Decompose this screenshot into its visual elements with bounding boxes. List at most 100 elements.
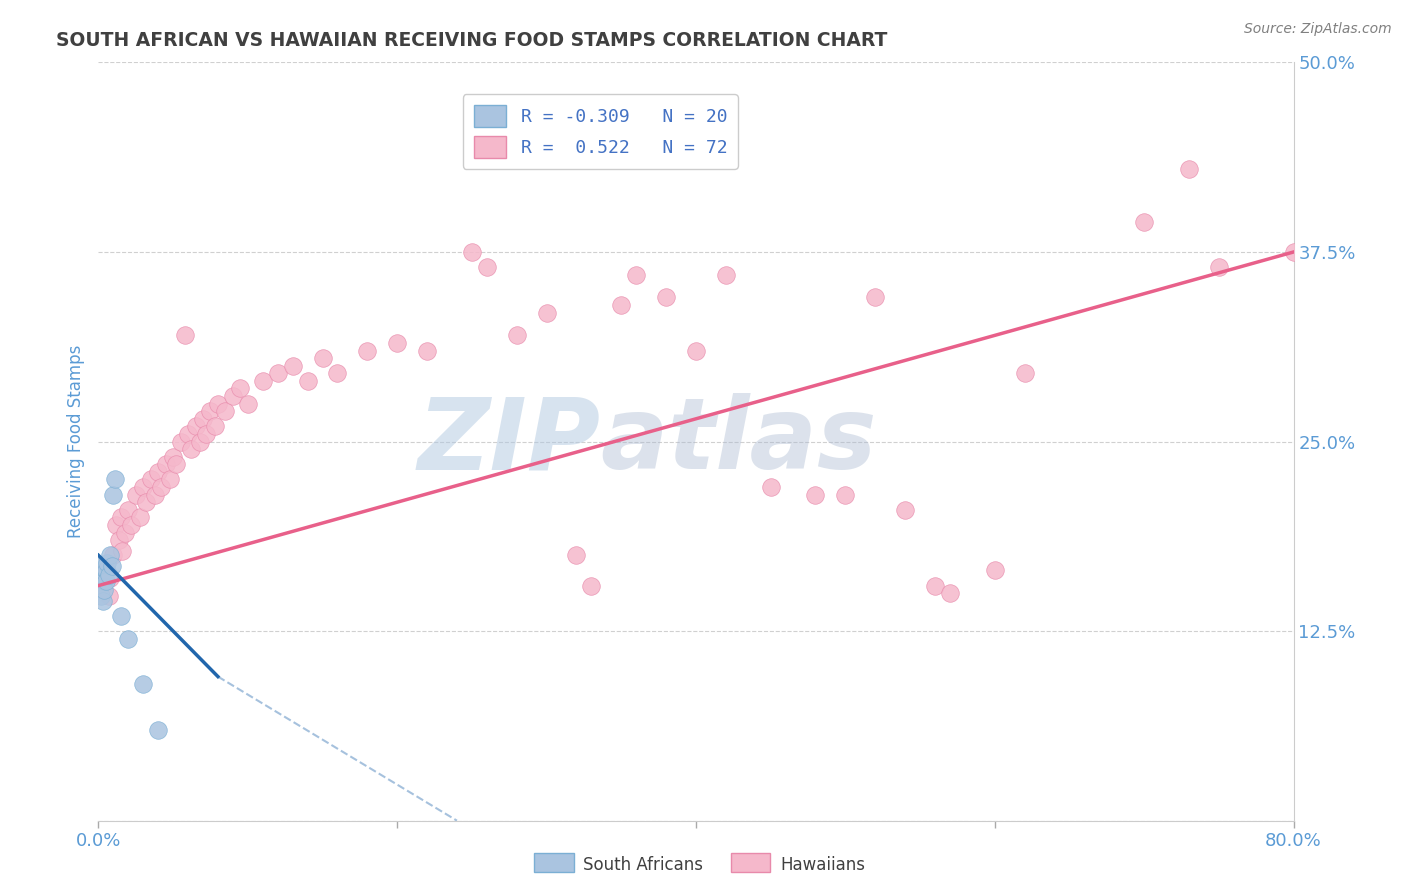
Point [939, 586, 962, 600]
Point [114, 525, 136, 540]
Point [177, 427, 200, 442]
Point [132, 677, 155, 691]
Point [356, 343, 378, 358]
Point [94, 574, 117, 588]
Point [188, 434, 211, 449]
Point [581, 579, 603, 593]
Point [139, 473, 162, 487]
Point [94, 564, 117, 578]
Point [91, 579, 114, 593]
Point [195, 427, 218, 442]
Point [101, 558, 124, 573]
Point [150, 480, 173, 494]
Point [94, 564, 117, 578]
Point [98, 548, 122, 563]
Point [104, 473, 127, 487]
Point [655, 291, 678, 305]
Text: atlas: atlas [600, 393, 877, 490]
Point [90, 589, 112, 603]
Point [159, 473, 181, 487]
Point [110, 510, 132, 524]
Point [93, 574, 115, 588]
Point [204, 419, 226, 434]
Point [252, 374, 274, 388]
Text: Source: ZipAtlas.com: Source: ZipAtlas.com [1244, 22, 1392, 37]
Point [125, 487, 148, 501]
Point [200, 404, 222, 418]
Point [385, 335, 409, 350]
Point [117, 503, 139, 517]
Point [174, 328, 197, 343]
Point [117, 632, 139, 646]
Point [91, 594, 114, 608]
Legend: R = -0.309   N = 20, R =  0.522   N = 72: R = -0.309 N = 20, R = 0.522 N = 72 [463, 95, 738, 169]
Point [1014, 366, 1036, 380]
Point [804, 487, 827, 501]
Point [103, 487, 125, 501]
Point [1208, 260, 1230, 275]
Point [90, 571, 112, 585]
Point [110, 608, 132, 623]
Point [229, 382, 252, 396]
Point [120, 517, 142, 532]
Point [461, 244, 484, 259]
Point [93, 583, 115, 598]
Point [865, 291, 887, 305]
Point [984, 564, 1007, 578]
Point [610, 298, 633, 312]
Point [326, 366, 349, 380]
Point [311, 351, 333, 366]
Point [148, 465, 170, 479]
Point [97, 589, 120, 603]
Point [96, 556, 118, 570]
Text: ZIP: ZIP [418, 393, 600, 490]
Point [89, 558, 111, 573]
Point [416, 343, 439, 358]
Point [475, 260, 498, 275]
Point [894, 503, 917, 517]
Point [834, 487, 856, 501]
Point [98, 571, 122, 585]
Point [924, 579, 946, 593]
Point [91, 568, 114, 582]
Point [148, 723, 170, 737]
Point [143, 487, 166, 501]
Point [111, 543, 134, 558]
Point [281, 359, 304, 373]
Point [714, 268, 737, 282]
Text: SOUTH AFRICAN VS HAWAIIAN RECEIVING FOOD STAMPS CORRELATION CHART: SOUTH AFRICAN VS HAWAIIAN RECEIVING FOOD… [56, 31, 887, 50]
Y-axis label: Receiving Food Stamps: Receiving Food Stamps [66, 345, 84, 538]
Point [1133, 214, 1156, 228]
Text: South Africans: South Africans [583, 856, 703, 874]
Point [135, 495, 157, 509]
Point [180, 442, 202, 457]
Point [97, 568, 120, 582]
Point [184, 419, 207, 434]
Point [191, 412, 214, 426]
Point [207, 396, 229, 410]
Point [1178, 161, 1201, 176]
Text: Hawaiians: Hawaiians [780, 856, 865, 874]
Point [685, 343, 707, 358]
Point [267, 366, 290, 380]
Point [105, 517, 128, 532]
Point [1282, 244, 1305, 259]
Point [506, 328, 529, 343]
Point [165, 458, 187, 472]
Point [89, 579, 111, 593]
Point [162, 450, 184, 464]
Point [103, 548, 125, 563]
Point [759, 480, 782, 494]
Point [236, 396, 259, 410]
Point [565, 548, 588, 563]
Point [297, 374, 319, 388]
Point [214, 404, 236, 418]
Point [169, 434, 191, 449]
Point [155, 458, 177, 472]
Point [626, 268, 648, 282]
Point [222, 389, 245, 403]
Point [132, 480, 155, 494]
Point [108, 533, 131, 548]
Point [129, 510, 152, 524]
Point [536, 305, 558, 319]
